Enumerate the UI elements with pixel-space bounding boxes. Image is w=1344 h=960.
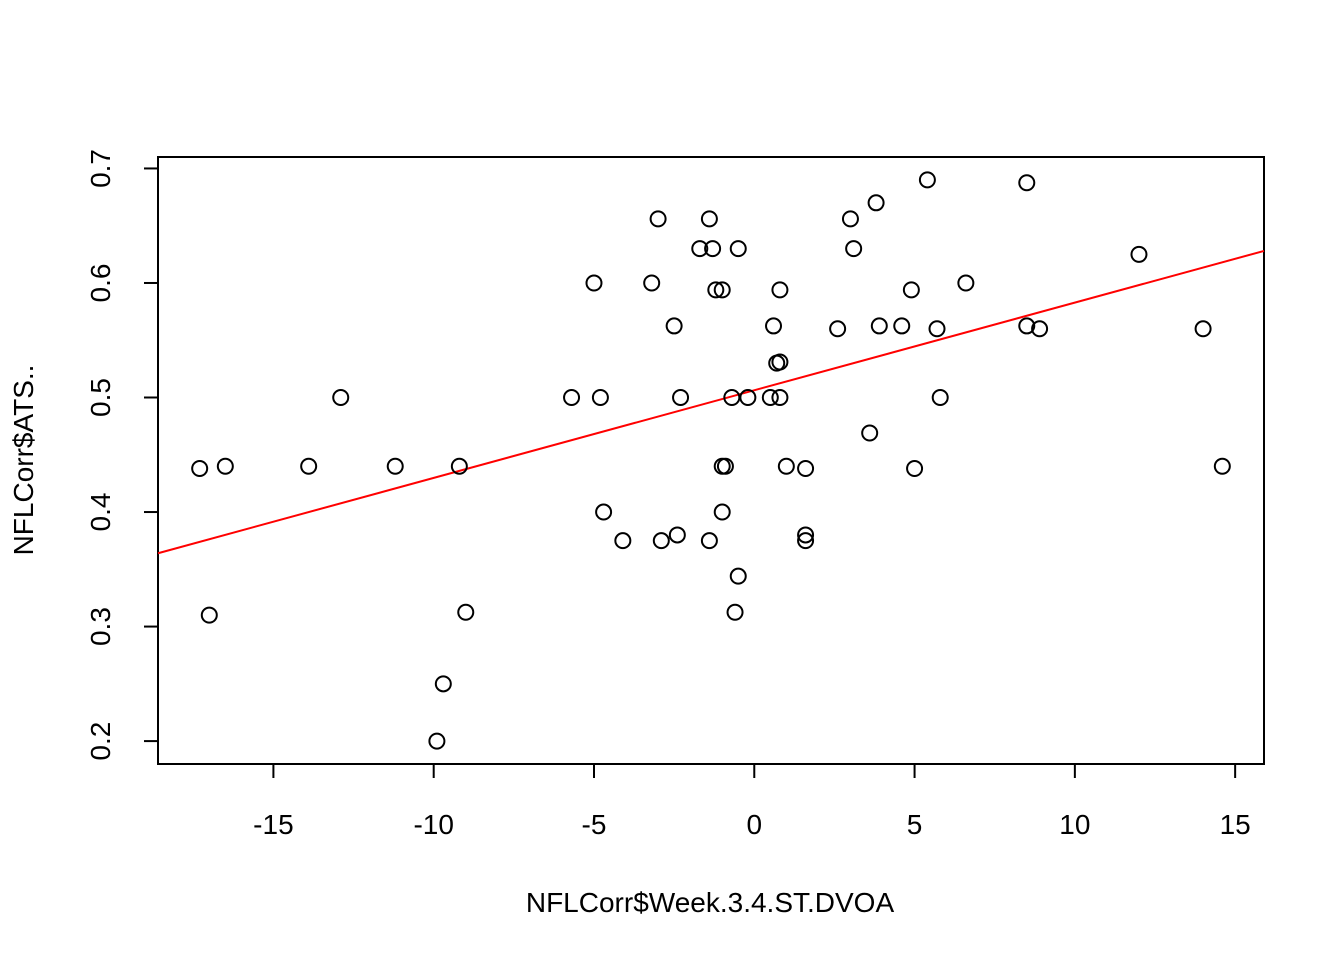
data-point [1130,245,1148,263]
x-tick-label: 5 [907,809,923,840]
data-point [723,389,741,407]
data-point [386,457,404,475]
data-point [797,460,815,478]
data-point [771,281,789,299]
data-point [649,210,667,228]
data-points [191,171,1231,750]
data-point [300,457,318,475]
data-point [704,240,722,258]
y-axis: 0.2 0.3 0.4 0.5 0.6 0.7 [85,149,158,761]
data-point [713,503,731,521]
data-point [332,389,350,407]
data-point [765,317,783,335]
data-point [595,503,613,521]
data-point [902,281,920,299]
data-point [200,606,218,624]
data-point [434,675,452,693]
x-tick-label: 10 [1059,809,1090,840]
data-point [691,240,709,258]
data-point [729,240,747,258]
data-point [1213,457,1231,475]
data-point [797,532,815,550]
data-point [906,460,924,478]
data-point [216,457,234,475]
data-point [191,460,209,478]
data-point [716,457,734,475]
data-point [450,457,468,475]
regression-line [157,249,1265,555]
data-point [918,171,936,189]
data-point [893,317,911,335]
data-point [867,194,885,212]
data-point [1018,317,1036,335]
data-point [861,424,879,442]
x-tick-label: 15 [1220,809,1251,840]
x-axis-title: NFLCorr$Week.3.4.ST.DVOA [526,887,895,918]
data-point [845,240,863,258]
y-tick-label: 0.7 [85,149,116,188]
data-point [777,457,795,475]
data-point [700,210,718,228]
y-tick-label: 0.2 [85,722,116,761]
data-point [643,274,661,292]
data-point [771,353,789,371]
y-tick-label: 0.3 [85,607,116,646]
data-point [1194,320,1212,338]
data-point [928,320,946,338]
y-tick-label: 0.4 [85,493,116,532]
data-point [957,274,975,292]
data-point [457,603,475,621]
data-point [829,320,847,338]
data-point [614,532,632,550]
data-point [729,567,747,585]
data-point [713,281,731,299]
data-point [797,526,815,544]
data-point [652,532,670,550]
data-point [1031,320,1049,338]
y-tick-label: 0.6 [85,264,116,303]
x-tick-label: -5 [582,809,607,840]
y-tick-label: 0.5 [85,378,116,417]
data-point [870,317,888,335]
data-point [1018,174,1036,192]
x-axis: -15 -10 -5 0 5 10 15 [253,764,1251,840]
plot-frame [157,156,1265,765]
data-point [761,389,779,407]
data-point [739,389,757,407]
x-tick-label: -10 [413,809,453,840]
data-point [585,274,603,292]
data-point [665,317,683,335]
x-tick-label: 0 [746,809,762,840]
x-tick-label: -15 [253,809,293,840]
data-point [931,389,949,407]
data-point [726,603,744,621]
data-point [428,732,446,750]
data-point [668,526,686,544]
data-point [841,210,859,228]
data-point [672,389,690,407]
data-point [700,532,718,550]
data-point [771,389,789,407]
data-point [591,389,609,407]
data-point [563,389,581,407]
y-axis-title: NFLCorr$ATS.. [8,365,39,556]
data-point [707,281,725,299]
